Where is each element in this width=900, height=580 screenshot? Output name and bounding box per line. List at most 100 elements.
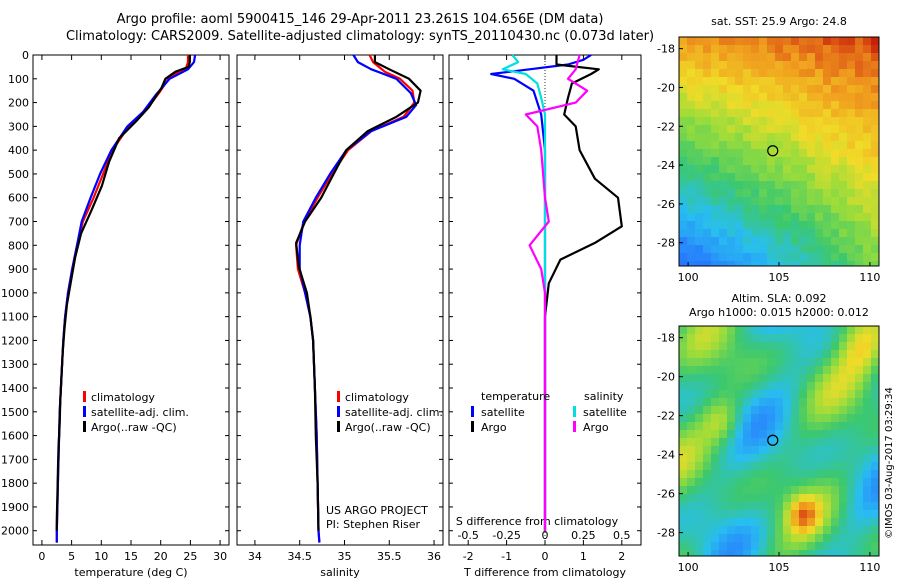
sst_map-heat-cell [759,109,768,118]
sla_map-heat-cell [719,326,728,335]
sst_map-heat-cell [855,117,864,126]
salinity-legend-label: climatology [345,391,409,404]
sst_map-heat-cell [775,165,784,174]
sst_map-heat-cell [743,149,752,158]
sst_map-heat-cell [807,229,816,238]
sla_map-heat-cell [679,494,688,503]
sst_map-heat-cell [703,141,712,150]
sst_map-heat-cell [871,181,880,190]
sla_map-heat-cell [719,454,728,463]
sla_map-heat-cell [719,342,728,351]
sla_map-heat-cell [863,406,872,415]
sla_map-heat-cell [751,542,760,551]
sst_map-heat-cell [799,69,808,78]
sla_map-heat-cell [735,486,744,495]
sst_map-heat-cell [719,85,728,94]
sst_map-heat-cell [815,101,824,110]
sst_map-heat-cell [863,157,872,166]
sst_map-heat-cell [855,213,864,222]
sla_map-heat-cell [727,438,736,447]
sst_map-heat-cell [751,261,760,267]
sst_map-heat-cell [807,221,816,230]
sst_map-heat-cell [839,125,848,134]
sst_map-heat-cell [679,229,688,238]
sst_map-heat-cell [871,125,880,134]
sst_map-heat-cell [775,37,784,46]
sla_map-heat-cell [679,462,688,471]
sst_map-heat-cell [767,61,776,70]
sla_map-heat-cell [871,366,880,375]
sla_map-heat-cell [799,438,808,447]
sla_map-heat-cell [791,326,800,335]
sst_map-heat-cell [831,37,840,46]
sla_map-heat-cell [823,374,832,383]
sst_map-heat-cell [847,253,856,262]
sst_map-heat-cell [807,77,816,86]
sla_map-heat-cell [823,446,832,455]
sst_map-heat-cell [799,149,808,158]
sst_map-heat-cell [767,157,776,166]
sla_map-heat-cell [791,550,800,557]
sla_map-heat-cell [687,526,696,535]
difference-salinity-legend-label: satellite [583,406,627,419]
sst_map-heat-cell [855,53,864,62]
sla_map-heat-cell [855,454,864,463]
sla_map-heat-cell [767,462,776,471]
sst_map-heat-cell [855,133,864,142]
sla_map-heat-cell [799,550,808,557]
sst_map-heat-cell [719,173,728,182]
temperature-xtick-label: 10 [94,550,108,563]
sst_map-heat-cell [863,197,872,206]
sst_map-heat-cell [687,109,696,118]
sla_map-heat-cell [839,358,848,367]
sla_map-heat-cell [735,398,744,407]
sla_map-xtick-label: 105 [769,561,790,574]
sst_map-heat-cell [687,85,696,94]
sla_map-heat-cell [679,542,688,551]
sst_map-heat-cell [743,37,752,46]
sla_map-heat-cell [711,550,720,557]
sla_map-heat-cell [807,382,816,391]
sst_map-heat-cell [815,117,824,126]
sla_map-heat-cell [759,326,768,335]
sst_map-heat-cell [815,261,824,267]
sst_map-heat-cell [807,85,816,94]
sst_map-heat-cell [727,37,736,46]
sst_map-heat-cell [711,181,720,190]
sla_map-heat-cell [847,382,856,391]
sst_map-heat-cell [695,205,704,214]
sst_map-heat-cell [751,245,760,254]
sst_map-heat-cell [719,125,728,134]
sla_map-heat-cell [695,358,704,367]
sla_map-heat-cell [791,526,800,535]
sla_map-heat-cell [743,510,752,519]
sst_map-heat-cell [711,205,720,214]
sst_map-heat-cell [751,93,760,102]
sla_map-heat-cell [863,494,872,503]
sla_map-heat-cell [815,366,824,375]
depth-tick-label: 1400 [1,382,29,395]
sla_map-heat-cell [815,502,824,511]
sst_map-heat-cell [695,173,704,182]
sla_map-heat-cell [815,462,824,471]
sst_map-ytick-label: -18 [657,43,675,56]
sst_map-heat-cell [703,109,712,118]
depth-tick-label: 0 [22,49,29,62]
sst_map-heat-cell [767,189,776,198]
sla_map-heat-cell [703,366,712,375]
sst_map-heat-cell [807,261,816,267]
sla_map-heat-cell [807,414,816,423]
sla_map-heat-cell [719,350,728,359]
depth-tick-label: 1100 [1,311,29,324]
sla_map-heat-cell [799,446,808,455]
sst_map-heat-cell [871,245,880,254]
sst_map-heat-cell [847,125,856,134]
sst_map-heat-cell [839,189,848,198]
sst_map-heat-cell [823,45,832,54]
sst_map-heat-cell [711,77,720,86]
sla_map-heat-cell [687,462,696,471]
sst_map-heat-cell [727,181,736,190]
sst_map-heat-cell [807,37,816,46]
sst_map-heat-cell [775,197,784,206]
